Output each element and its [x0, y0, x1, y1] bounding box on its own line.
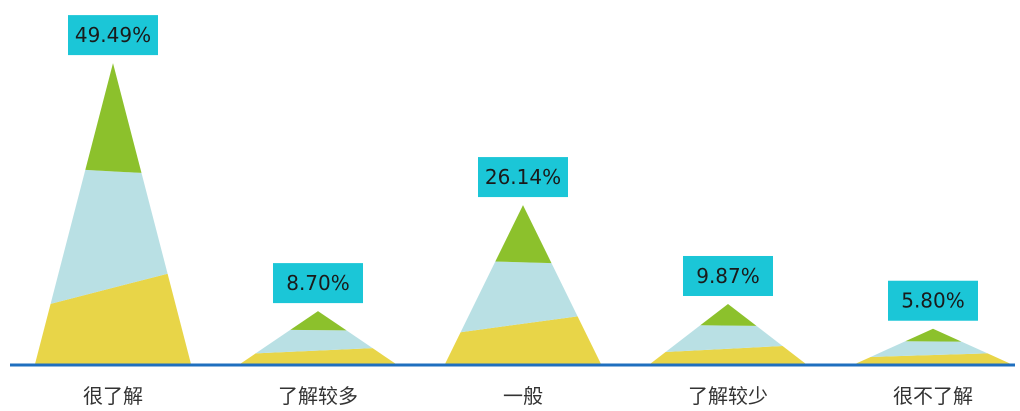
- data-label-box: [888, 280, 978, 321]
- bar-band-bottom: [650, 346, 806, 364]
- data-label-text: 8.70%: [286, 271, 350, 295]
- bar-band-bottom: [855, 353, 1011, 364]
- bar-band-top: [85, 63, 142, 173]
- bar-band-bottom: [445, 316, 601, 364]
- bar-band-top: [700, 303, 757, 326]
- bar-band-top: [905, 328, 962, 342]
- bar-band-bottom: [240, 348, 396, 364]
- data-label-text: 5.80%: [901, 289, 965, 313]
- data-label: 26.14%: [478, 157, 568, 198]
- category-labels-group: 很了解 了解较多 一般 了解较少 很不了解: [83, 384, 973, 408]
- data-labels-group: 49.49% 8.70% 26.14% 9.87% 5.80%: [68, 15, 978, 321]
- data-label-text: 49.49%: [75, 23, 151, 47]
- data-label-box: [683, 255, 773, 296]
- bar: [445, 205, 601, 364]
- data-label-text: 9.87%: [696, 264, 760, 288]
- bar: [35, 63, 191, 364]
- bar-band-bottom: [35, 273, 191, 364]
- data-label-box: [68, 15, 158, 56]
- bar-band-top: [495, 205, 552, 264]
- data-label: 8.70%: [273, 263, 363, 304]
- x-tick-label: 很不了解: [893, 384, 973, 408]
- bar-band-middle: [665, 325, 783, 352]
- bar: [650, 303, 806, 364]
- bar-band-middle: [870, 341, 988, 357]
- bars-group: [35, 63, 1011, 364]
- x-tick-label: 了解较多: [278, 384, 358, 408]
- bar: [240, 311, 396, 364]
- bar-band-middle: [50, 169, 168, 304]
- data-label: 9.87%: [683, 255, 773, 296]
- data-label-box: [478, 157, 568, 198]
- data-label: 49.49%: [68, 15, 158, 56]
- data-label: 5.80%: [888, 280, 978, 321]
- bar-band-top: [290, 311, 347, 331]
- bar-band-middle: [255, 329, 373, 354]
- x-tick-label: 很了解: [83, 384, 143, 408]
- x-tick-label: 一般: [503, 384, 543, 408]
- bar: [855, 328, 1011, 364]
- data-label-box: [273, 263, 363, 304]
- x-tick-label: 了解较少: [688, 384, 768, 408]
- bar-band-middle: [460, 261, 578, 333]
- data-label-text: 26.14%: [485, 165, 561, 189]
